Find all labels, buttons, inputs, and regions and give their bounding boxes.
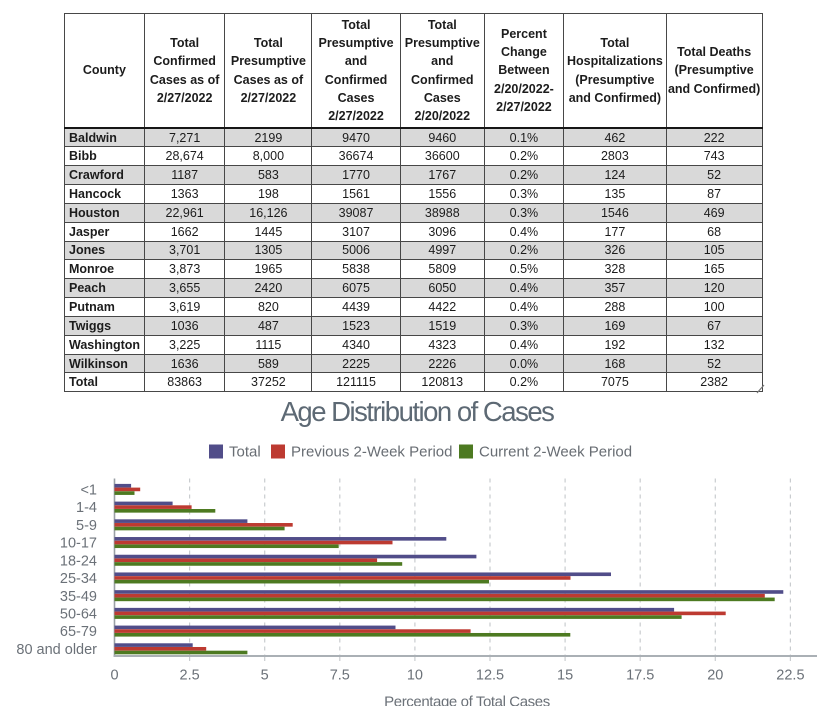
svg-text:12.5: 12.5 <box>476 668 504 684</box>
svg-text:50-64: 50-64 <box>60 607 97 623</box>
svg-text:2.5: 2.5 <box>180 668 200 684</box>
svg-text:35-49: 35-49 <box>60 589 97 605</box>
svg-text:10: 10 <box>407 668 423 684</box>
svg-text:18-24: 18-24 <box>60 553 97 569</box>
svg-text:5: 5 <box>261 668 269 684</box>
svg-text:0: 0 <box>110 668 118 684</box>
svg-text:10-17: 10-17 <box>60 536 97 552</box>
svg-text:<1: <1 <box>80 483 97 499</box>
svg-text:22.5: 22.5 <box>776 668 804 684</box>
svg-text:7.5: 7.5 <box>330 668 350 684</box>
svg-text:65-79: 65-79 <box>60 624 97 640</box>
svg-text:Current 2-Week Period: Current 2-Week Period <box>479 444 632 461</box>
svg-text:17.5: 17.5 <box>626 668 654 684</box>
svg-text:20: 20 <box>707 668 723 684</box>
svg-text:80 and older: 80 and older <box>16 642 97 658</box>
svg-text:5-9: 5-9 <box>76 518 97 534</box>
svg-text:Age Distribution of Cases: Age Distribution of Cases <box>281 396 555 427</box>
svg-text:Total: Total <box>229 444 261 461</box>
svg-text:Percentage of Total Cases: Percentage of Total Cases <box>384 694 550 706</box>
svg-text:1-4: 1-4 <box>76 500 97 516</box>
svg-text:25-34: 25-34 <box>60 571 97 587</box>
svg-text:15: 15 <box>557 668 573 684</box>
svg-text:Previous 2-Week Period: Previous 2-Week Period <box>291 444 452 461</box>
